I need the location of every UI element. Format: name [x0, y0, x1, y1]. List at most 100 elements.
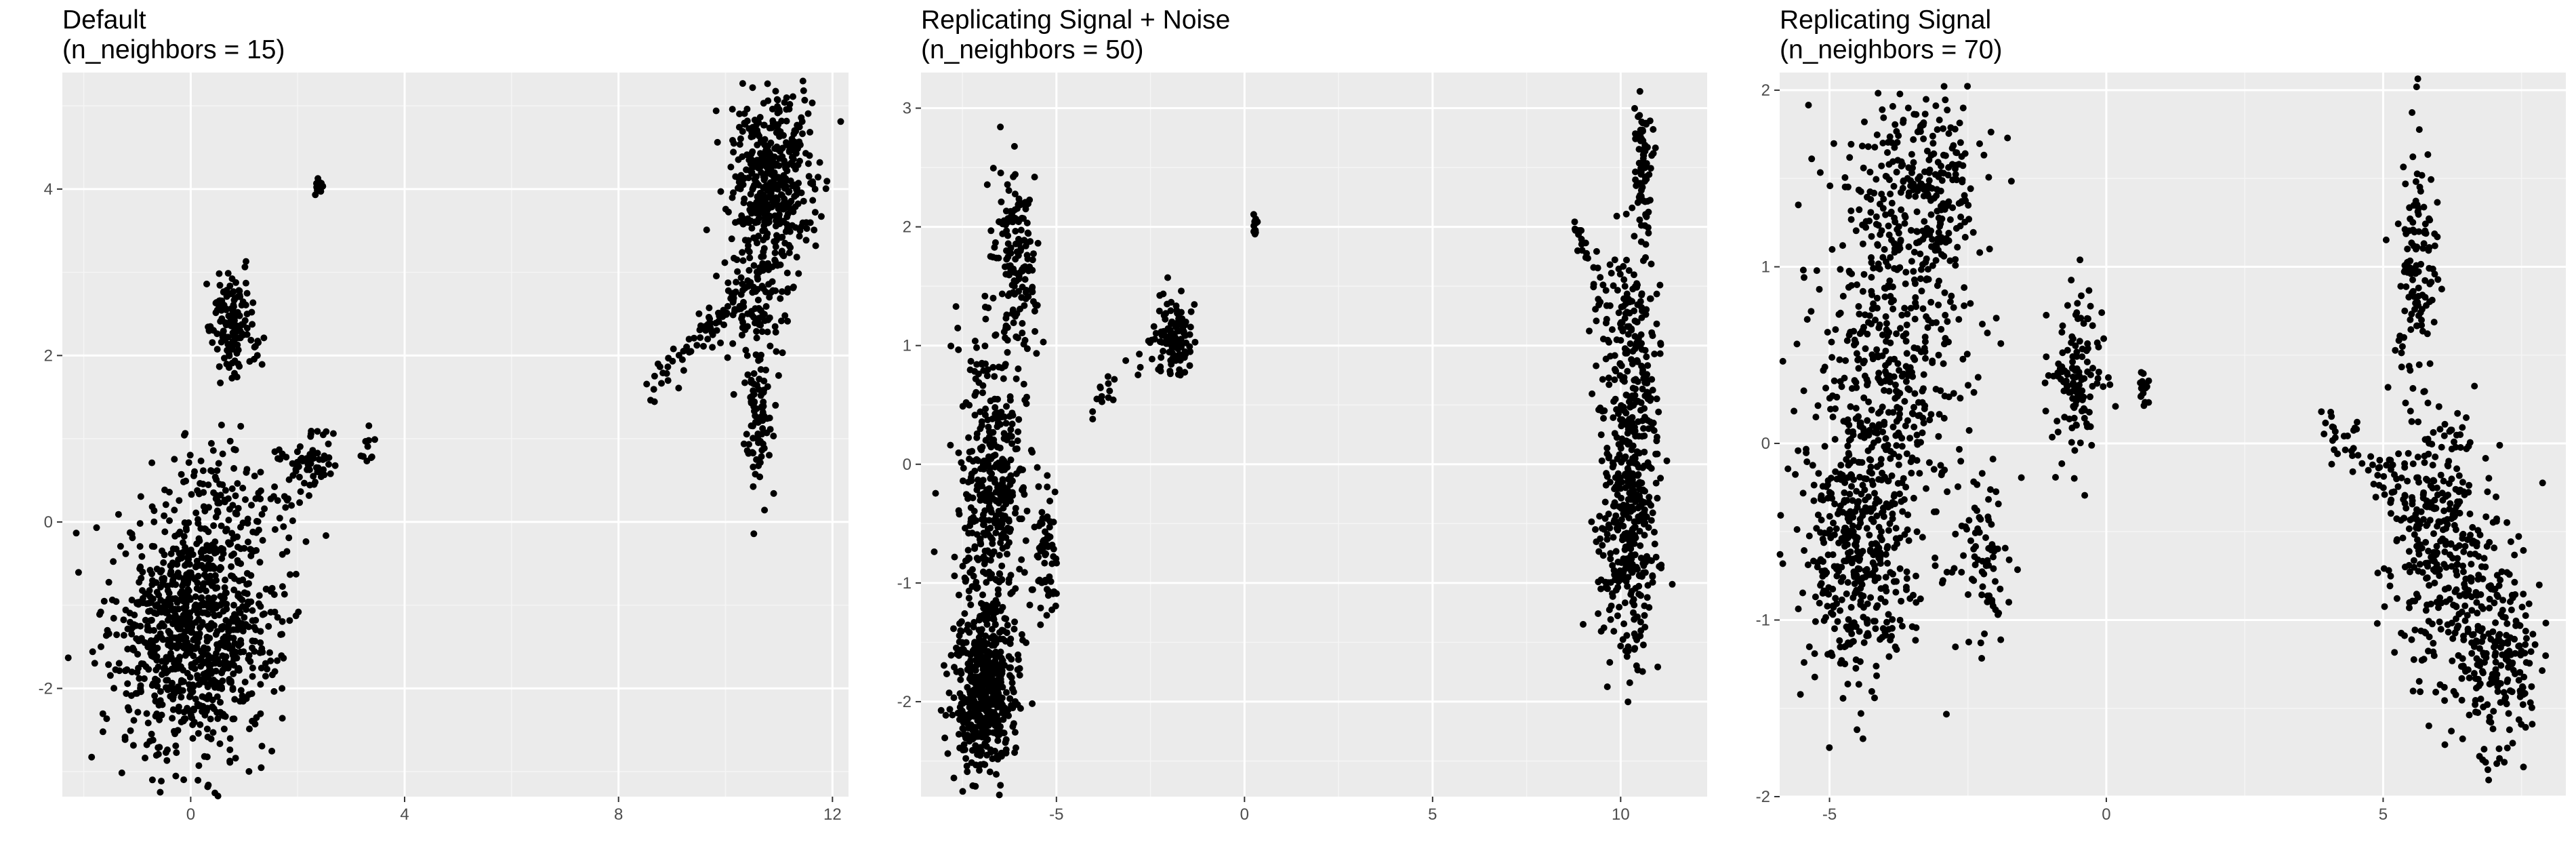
data-point	[1593, 362, 1600, 369]
data-point	[270, 591, 278, 598]
data-point	[1863, 525, 1870, 532]
data-point	[747, 191, 754, 198]
data-point	[75, 569, 82, 576]
data-point	[1148, 355, 1156, 363]
data-point	[251, 473, 258, 480]
data-point	[199, 582, 207, 590]
panel-signal: Replicating Signal (n_neighbors = 70) -5…	[1717, 0, 2576, 859]
data-point	[758, 253, 765, 260]
data-point	[1889, 616, 1896, 623]
data-point	[1620, 276, 1628, 283]
data-point	[1882, 313, 1889, 320]
data-point	[157, 630, 164, 637]
data-point	[1654, 663, 1662, 671]
data-point	[1646, 557, 1654, 564]
data-point	[790, 283, 797, 291]
data-point	[314, 450, 321, 457]
x-tick-label: 5	[1428, 805, 1437, 824]
data-point	[996, 653, 1004, 660]
data-point	[736, 141, 743, 148]
data-point	[1868, 274, 1875, 281]
data-point	[1902, 483, 1910, 491]
data-point	[128, 631, 136, 638]
data-point	[752, 351, 760, 359]
data-point	[1866, 571, 1873, 578]
data-point	[1885, 329, 1893, 336]
data-point	[680, 348, 687, 355]
data-point	[1889, 515, 1896, 522]
data-point	[1637, 399, 1645, 406]
data-point	[1844, 681, 1852, 687]
data-point	[1940, 414, 1948, 422]
data-point	[987, 227, 995, 235]
data-point	[1817, 556, 1824, 563]
data-point	[994, 482, 1002, 490]
data-point	[199, 467, 207, 475]
data-point	[138, 660, 145, 667]
data-point	[785, 241, 793, 249]
data-point	[1007, 249, 1015, 257]
y-tick-label: -2	[39, 679, 53, 698]
data-point	[1653, 290, 1660, 298]
data-point	[365, 422, 373, 429]
data-point	[1945, 229, 1953, 237]
data-point	[996, 674, 1003, 681]
data-point	[1840, 418, 1847, 425]
data-point	[1160, 347, 1167, 355]
data-point	[1629, 204, 1636, 212]
data-point	[1023, 400, 1030, 407]
data-point	[1602, 287, 1610, 294]
data-point	[1825, 591, 1833, 598]
data-point	[1602, 319, 1610, 327]
data-point	[1847, 282, 1855, 289]
data-point	[1838, 383, 1845, 391]
data-point	[245, 538, 251, 546]
data-point	[226, 352, 233, 359]
data-point	[167, 550, 175, 557]
data-point	[110, 558, 117, 565]
data-point	[1855, 413, 1862, 420]
data-point	[1856, 628, 1863, 635]
data-point	[285, 534, 293, 542]
data-point	[1896, 367, 1903, 374]
data-point	[1616, 485, 1624, 492]
data-point	[296, 443, 304, 450]
data-point	[213, 584, 221, 591]
data-point	[231, 612, 239, 620]
data-point	[750, 530, 758, 538]
data-point	[991, 404, 999, 411]
data-point	[1640, 425, 1647, 432]
data-point	[1896, 534, 1904, 542]
data-point	[271, 608, 279, 616]
data-point	[148, 776, 156, 784]
data-point	[167, 654, 175, 660]
data-point	[1820, 617, 1828, 624]
data-point	[162, 749, 169, 756]
data-point	[1642, 254, 1649, 261]
data-point	[966, 738, 973, 745]
data-point	[1887, 254, 1894, 261]
data-point	[1012, 698, 1019, 705]
data-point	[293, 448, 301, 456]
data-point	[1905, 537, 1913, 544]
data-point	[966, 687, 973, 695]
data-point	[217, 698, 224, 706]
data-point	[226, 746, 234, 753]
data-point	[122, 550, 129, 557]
data-point	[1578, 247, 1586, 254]
data-point	[205, 781, 212, 788]
data-point	[1002, 739, 1009, 746]
data-point	[1799, 490, 1807, 497]
data-point	[1904, 417, 1911, 424]
data-point	[1890, 493, 1898, 500]
data-point	[1043, 586, 1050, 593]
data-point	[211, 565, 218, 572]
data-point	[1833, 475, 1841, 483]
data-point	[213, 467, 221, 475]
data-point	[1156, 307, 1163, 315]
data-point	[152, 579, 160, 586]
data-point	[991, 332, 999, 339]
data-point	[1811, 650, 1818, 658]
data-point	[962, 576, 970, 583]
data-point	[1829, 551, 1837, 559]
